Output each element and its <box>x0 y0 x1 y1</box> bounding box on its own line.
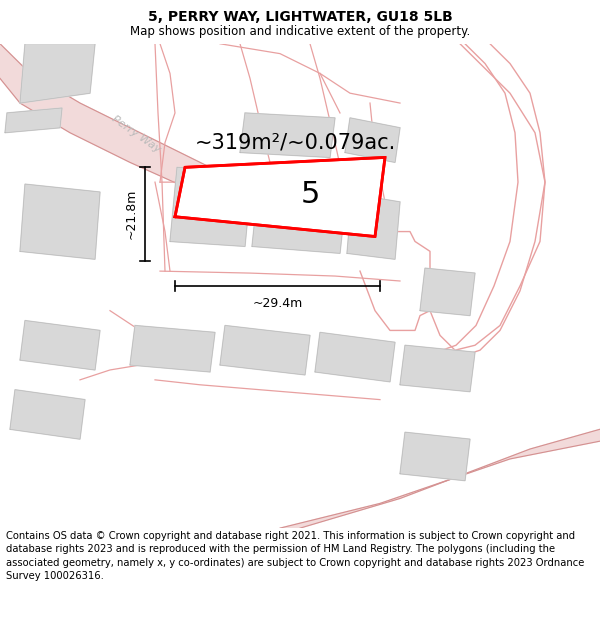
Polygon shape <box>280 429 600 528</box>
Polygon shape <box>400 432 470 481</box>
Polygon shape <box>0 44 240 207</box>
Polygon shape <box>420 268 475 316</box>
Polygon shape <box>5 108 62 132</box>
Polygon shape <box>170 168 252 246</box>
Polygon shape <box>175 158 385 236</box>
Polygon shape <box>252 180 347 253</box>
Text: Contains OS data © Crown copyright and database right 2021. This information is : Contains OS data © Crown copyright and d… <box>6 531 584 581</box>
Polygon shape <box>347 194 400 259</box>
Text: Perry Way: Perry Way <box>110 114 163 154</box>
Polygon shape <box>345 118 400 162</box>
Polygon shape <box>400 345 475 392</box>
Text: ~29.4m: ~29.4m <box>253 298 302 310</box>
Polygon shape <box>220 326 310 375</box>
Polygon shape <box>20 321 100 370</box>
Polygon shape <box>315 332 395 382</box>
Text: 5, PERRY WAY, LIGHTWATER, GU18 5LB: 5, PERRY WAY, LIGHTWATER, GU18 5LB <box>148 10 452 24</box>
Polygon shape <box>20 184 100 259</box>
Polygon shape <box>240 113 335 158</box>
Text: 5: 5 <box>301 180 320 209</box>
Text: ~319m²/~0.079ac.: ~319m²/~0.079ac. <box>195 132 396 152</box>
Polygon shape <box>10 390 85 439</box>
Text: Map shows position and indicative extent of the property.: Map shows position and indicative extent… <box>130 25 470 38</box>
Polygon shape <box>130 326 215 372</box>
Polygon shape <box>20 44 95 103</box>
Text: ~21.8m: ~21.8m <box>125 189 137 239</box>
